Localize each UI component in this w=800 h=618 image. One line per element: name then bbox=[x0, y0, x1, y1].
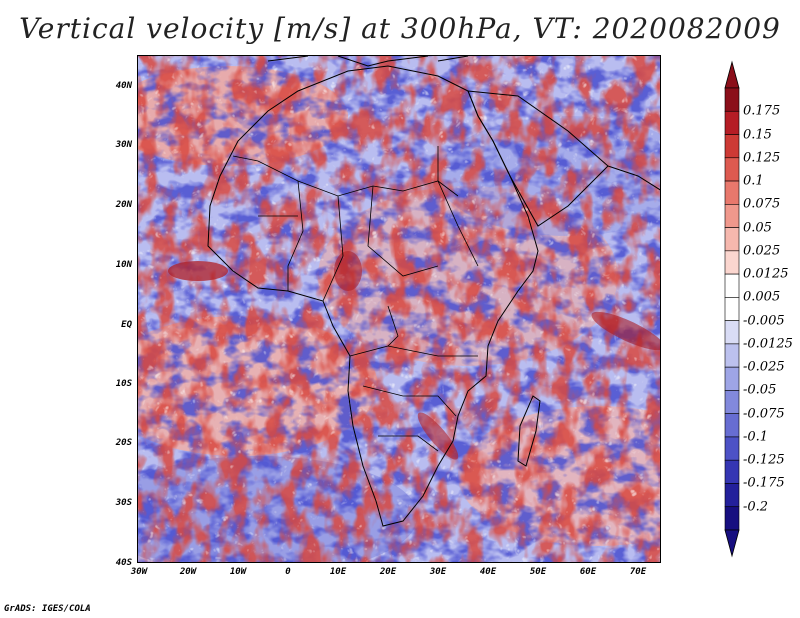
color-bar-segment bbox=[724, 459, 740, 484]
field-strong-updraft bbox=[417, 412, 459, 460]
map-canvas bbox=[138, 56, 660, 562]
color-bar-segment bbox=[724, 483, 740, 508]
india-coastline bbox=[607, 165, 660, 191]
lon-tick-label: 0 bbox=[285, 567, 291, 577]
africa-coastline bbox=[207, 65, 539, 527]
lat-tick-label: EQ bbox=[121, 320, 132, 330]
lat-tick-label: 40S bbox=[115, 558, 132, 568]
color-bar-segment bbox=[724, 110, 740, 135]
lat-tick-label: 10S bbox=[115, 379, 132, 389]
color-bar-segment bbox=[724, 204, 740, 228]
color-bar-segment bbox=[724, 134, 740, 159]
color-bar-segment bbox=[724, 390, 740, 414]
color-bar-segment bbox=[724, 366, 740, 391]
europe-coastline bbox=[267, 56, 469, 67]
color-bar-segment bbox=[724, 227, 740, 252]
lon-tick-label: 60E bbox=[579, 567, 597, 577]
lon-tick-label: 20E bbox=[379, 567, 397, 577]
color-bar-top-arrow bbox=[724, 60, 740, 89]
color-bar-segment bbox=[724, 297, 740, 321]
color-bar-segment bbox=[724, 157, 740, 182]
lat-tick-label: 30S bbox=[115, 498, 132, 508]
lon-tick-label: 20W bbox=[179, 567, 197, 577]
color-bar-label: -0.005 bbox=[743, 313, 785, 329]
color-bar-segment bbox=[724, 343, 740, 368]
lon-tick-label: 10W bbox=[229, 567, 247, 577]
lon-tick-label: 10E bbox=[329, 567, 347, 577]
color-bar-label: 0.0125 bbox=[743, 266, 789, 282]
color-bar-label: -0.1 bbox=[743, 429, 769, 445]
color-bar-segment bbox=[724, 273, 740, 298]
lon-tick-label: 50E bbox=[529, 567, 547, 577]
color-bar-label: 0.1 bbox=[743, 173, 764, 189]
color-bar-segment bbox=[724, 506, 740, 531]
arabia-coastline bbox=[467, 90, 609, 227]
color-bar-label: -0.2 bbox=[743, 499, 769, 515]
color-bar-label: 0.025 bbox=[743, 243, 781, 259]
color-bar-segment bbox=[724, 436, 740, 461]
color-bar-label: -0.05 bbox=[743, 382, 777, 398]
color-bar-segment bbox=[724, 180, 740, 205]
color-bar-label: 0.005 bbox=[743, 289, 781, 305]
color-bar-label: -0.025 bbox=[743, 359, 785, 375]
color-bar-bottom-arrow bbox=[724, 529, 740, 558]
color-bar-segment bbox=[724, 413, 740, 438]
country-borders bbox=[232, 146, 479, 452]
color-bar-label: -0.075 bbox=[743, 406, 785, 422]
field-noise-white bbox=[138, 56, 660, 562]
lon-tick-label: 30W bbox=[130, 567, 148, 577]
map-title: Vertical velocity [m/s] at 300hPa, VT: 2… bbox=[19, 12, 781, 45]
color-bar-label: 0.05 bbox=[743, 220, 772, 236]
color-bar-label: -0.0125 bbox=[743, 336, 793, 352]
color-bar bbox=[724, 60, 740, 558]
color-bar-label: 0.125 bbox=[743, 150, 781, 166]
color-bar-segment bbox=[724, 87, 740, 112]
field-strong-updraft bbox=[591, 311, 660, 351]
color-bar-segment bbox=[724, 250, 740, 275]
lat-tick-label: 20S bbox=[115, 438, 132, 448]
lat-tick-label: 20N bbox=[115, 200, 132, 210]
field-strong-updraft bbox=[334, 251, 362, 291]
lat-tick-label: 40N bbox=[115, 81, 132, 91]
color-bar-label: 0.075 bbox=[743, 196, 781, 212]
color-bar-label: 0.15 bbox=[743, 127, 772, 143]
map-plot-area[interactable] bbox=[137, 55, 661, 563]
field-strong-updraft bbox=[168, 261, 228, 281]
lon-tick-label: 40E bbox=[479, 567, 497, 577]
madagascar-coastline bbox=[517, 395, 541, 467]
lon-tick-label: 70E bbox=[629, 567, 647, 577]
grads-credit: GrADS: IGES/COLA bbox=[4, 604, 91, 614]
color-bar-label: -0.175 bbox=[743, 475, 785, 491]
color-bar-label: 0.175 bbox=[743, 103, 781, 119]
color-bar-label: -0.125 bbox=[743, 452, 785, 468]
lon-tick-label: 30E bbox=[429, 567, 447, 577]
lat-tick-label: 30N bbox=[115, 140, 132, 150]
lat-tick-label: 10N bbox=[115, 260, 132, 270]
color-bar-segment bbox=[724, 320, 740, 345]
